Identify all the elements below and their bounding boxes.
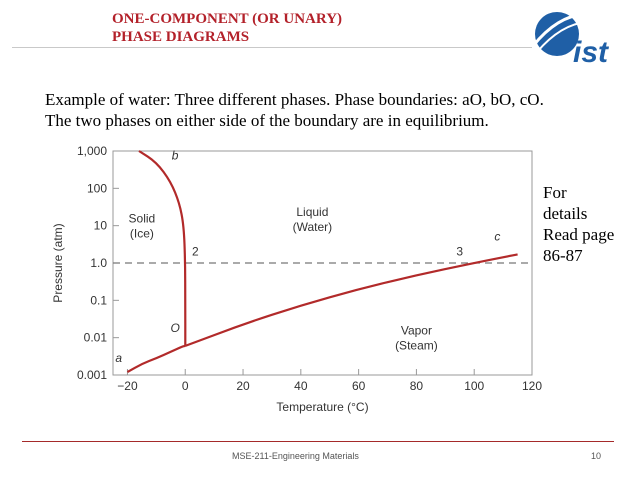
region-label: (Water) xyxy=(293,220,333,234)
y-tick-label: 0.001 xyxy=(77,368,107,382)
y-tick-label: 0.01 xyxy=(84,331,108,345)
region-label: (Steam) xyxy=(395,339,438,353)
y-axis-label: Pressure (atm) xyxy=(51,223,65,302)
logo-text: ist xyxy=(573,36,610,68)
x-axis-label: Temperature (°C) xyxy=(276,400,368,414)
x-tick-label: −20 xyxy=(117,379,138,393)
title-divider xyxy=(12,47,532,48)
x-tick-label: 20 xyxy=(236,379,250,393)
point-label-b: b xyxy=(172,148,179,162)
body-text: Example of water: Three different phases… xyxy=(45,89,635,131)
region-label: Liquid xyxy=(296,205,328,219)
point-label-a: a xyxy=(115,351,122,365)
region-label: Solid xyxy=(129,212,156,226)
phase-boundary-aO xyxy=(126,344,186,373)
y-tick-label: 10 xyxy=(94,219,108,233)
point-label-3: 3 xyxy=(456,244,463,258)
point-label-c: c xyxy=(494,230,500,244)
point-label-2: 2 xyxy=(192,244,199,258)
side-note: For details Read page 86-87 xyxy=(543,182,614,266)
point-label-O: O xyxy=(170,321,179,335)
region-label: Vapor xyxy=(401,324,432,338)
phase-boundary-bO xyxy=(138,150,187,346)
y-tick-label: 0.1 xyxy=(90,293,107,307)
title-line-2: PHASE DIAGRAMS xyxy=(112,29,250,45)
region-label: (Ice) xyxy=(130,227,154,241)
x-tick-label: 60 xyxy=(352,379,366,393)
logo-swoosh xyxy=(531,12,586,47)
slide-title: ONE-COMPONENT (OR UNARY) PHASE DIAGRAMS xyxy=(112,10,342,46)
side-note-line-3: Read page xyxy=(543,225,615,244)
footer-rule xyxy=(22,441,614,442)
x-tick-label: 100 xyxy=(464,379,484,393)
y-tick-label: 100 xyxy=(87,181,107,195)
x-tick-label: 0 xyxy=(182,379,189,393)
phase-boundary-cO xyxy=(184,253,518,347)
y-tick-label: 1.0 xyxy=(90,256,107,270)
y-tick-label: 1,000 xyxy=(77,144,107,158)
side-note-line-1: For xyxy=(543,183,567,202)
side-note-line-2: details xyxy=(543,204,588,223)
body-line-2: The two phases on either side of the bou… xyxy=(45,111,489,130)
title-line-1: ONE-COMPONENT (OR UNARY) xyxy=(112,11,343,27)
x-tick-label: 120 xyxy=(522,379,542,393)
logo-swoosh-2 xyxy=(536,21,588,53)
body-line-1: Example of water: Three different phases… xyxy=(45,90,544,109)
side-note-line-4: 86-87 xyxy=(543,246,583,265)
x-tick-label: 40 xyxy=(294,379,308,393)
footer-course-label: MSE-211-Engineering Materials xyxy=(232,451,359,461)
x-tick-label: 80 xyxy=(410,379,424,393)
ist-logo: ist xyxy=(531,12,610,68)
page-number: 10 xyxy=(591,451,602,461)
